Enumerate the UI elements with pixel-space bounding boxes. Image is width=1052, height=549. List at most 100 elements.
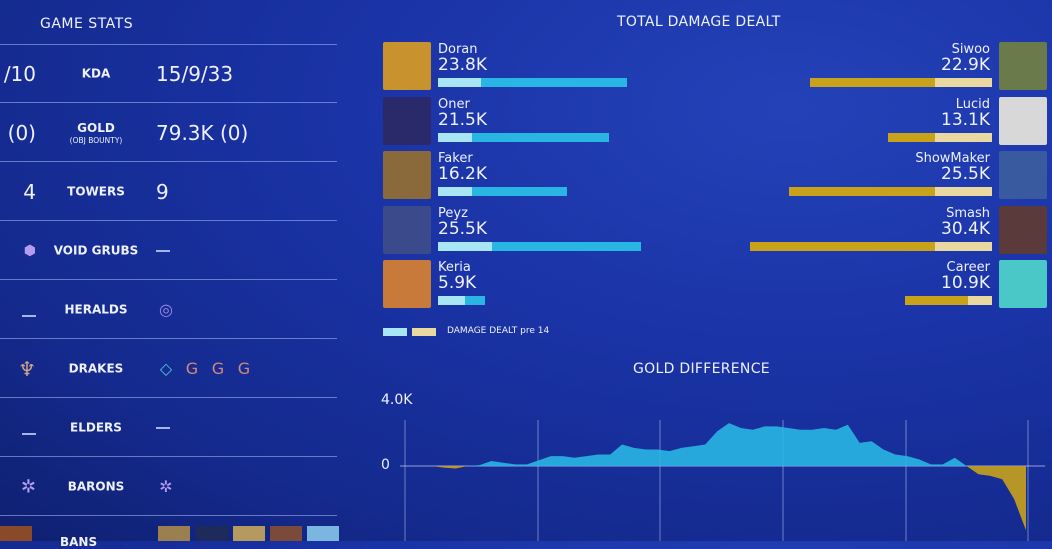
stat-label: BARONS — [67, 479, 125, 493]
player-name: Siwoo — [951, 42, 990, 57]
gold-label: GOLD — [77, 120, 115, 135]
player-damage-blue: Keria 5.9K — [383, 260, 703, 312]
player-damage-red: Siwoo 22.9K — [727, 42, 1047, 94]
damage-bar-total — [438, 241, 641, 251]
dash — [156, 426, 170, 429]
player-name: Doran — [438, 42, 478, 57]
damage-bar — [789, 187, 992, 196]
player-name: Smash — [946, 205, 990, 221]
stat-label: VOID GRUBS — [53, 243, 139, 257]
player-damage-red: Smash 30.4K — [727, 205, 1047, 258]
damage-bar — [809, 78, 992, 87]
damage-bar — [750, 241, 992, 251]
player-name: Lucid — [955, 96, 990, 112]
damage-bar-pre14 — [934, 241, 992, 251]
damage-bar-pre14 — [438, 78, 481, 87]
y-tick-label: 4.0K — [381, 392, 413, 408]
stat-label: KDA — [81, 66, 111, 80]
champion-portrait — [383, 42, 431, 90]
damage-bar — [438, 78, 628, 87]
left-value: 4 — [23, 179, 36, 204]
player-damage-blue: Peyz 25.5K — [383, 205, 703, 258]
dash — [156, 249, 170, 252]
stat-row-heralds: HERALDS ◎ — [0, 281, 337, 339]
ocean-drake-icon: ◇ — [159, 359, 173, 378]
damage-value: 25.5K — [438, 218, 487, 239]
damage-bar-total — [438, 78, 628, 87]
stat-row-gold: (0) GOLD (OBJ BOUNTY) 79.3K (0) — [0, 104, 337, 162]
damage-bar-pre14 — [438, 132, 473, 142]
champion-portrait — [999, 151, 1047, 199]
right-value: ✲ — [156, 477, 176, 497]
champion-portrait — [383, 260, 431, 308]
stat-row-elders: ELDERS — [0, 399, 337, 457]
champion-portrait — [383, 96, 431, 145]
player-name: ShowMaker — [915, 151, 990, 166]
stat-label: TOWERS — [67, 184, 125, 198]
right-value — [156, 426, 170, 429]
damage-bar-total — [905, 296, 992, 305]
player-name: Peyz — [438, 205, 468, 221]
stat-row-barons: ✲ BARONS ✲ — [0, 458, 337, 516]
damage-bar-pre14 — [934, 132, 992, 142]
baron-icon: ✲ — [20, 476, 36, 497]
damage-value: 23.8K — [438, 55, 487, 75]
stat-label: ELDERS — [70, 420, 122, 434]
champion-portrait — [999, 260, 1047, 308]
damage-value: 13.1K — [941, 109, 990, 130]
right-value: 15/9/33 — [156, 61, 234, 86]
player-damage-blue: Faker 16.2K — [383, 151, 703, 203]
damage-bar — [438, 132, 609, 142]
player-damage-red: Lucid 13.1K — [727, 96, 1047, 149]
damage-value: 16.2K — [438, 164, 487, 184]
damage-bar — [905, 296, 992, 305]
hextech-drake-soul-icon: ♆ — [18, 356, 36, 381]
left-value — [0, 416, 36, 440]
right-value: 9 — [156, 179, 169, 204]
player-damage-red: ShowMaker 25.5K — [727, 151, 1047, 203]
stat-label: HERALDS — [64, 302, 128, 316]
damage-value: 21.5K — [438, 109, 487, 130]
damage-bar-pre14 — [438, 296, 466, 305]
damage-bar — [438, 296, 485, 305]
ban-champion-portrait — [270, 526, 302, 541]
herald-icon: ◎ — [159, 300, 173, 319]
ban-champion-portrait — [158, 526, 190, 541]
infernal-drake-icon: G — [211, 359, 225, 378]
damage-bar — [438, 241, 641, 251]
player-damage-blue: Oner 21.5K — [383, 96, 703, 149]
baron-icon: ✲ — [159, 477, 173, 496]
gold-diff-positive-area — [432, 423, 1026, 466]
left-value: /10 — [3, 61, 36, 86]
damage-bar-pre14 — [438, 241, 493, 251]
infernal-drake-icon: G — [185, 359, 199, 378]
legend-swatch-gold — [412, 328, 436, 336]
champion-portrait — [999, 42, 1047, 90]
damage-value: 30.4K — [941, 218, 990, 239]
infernal-drake-icon: G — [237, 359, 251, 378]
damage-bar-total — [809, 78, 992, 87]
legend-swatch-blue — [383, 328, 407, 336]
player-name: Oner — [438, 96, 470, 112]
damage-value: 22.9K — [941, 55, 990, 75]
right-value: 79.3K (0) — [156, 120, 249, 145]
ban-champion-portrait — [0, 526, 32, 541]
damage-bar-pre14 — [934, 187, 992, 196]
stat-row-void-grubs: ⬢ VOID GRUBS — [0, 222, 337, 280]
damage-bar-total — [438, 132, 609, 142]
game-stats-title: GAME STATS — [40, 16, 134, 32]
damage-bar-total — [750, 241, 992, 251]
damage-value: 5.9K — [438, 273, 477, 293]
damage-title: TOTAL DAMAGE DEALT — [617, 14, 781, 30]
player-damage-blue: Doran 23.8K — [383, 42, 703, 94]
player-name: Faker — [438, 151, 473, 166]
dash — [22, 314, 36, 317]
legend-label: DAMAGE DEALT pre 14 — [447, 326, 550, 336]
champion-portrait — [999, 96, 1047, 145]
damage-bar-total — [438, 187, 567, 196]
damage-bar — [438, 187, 567, 196]
ban-champion-portrait — [196, 526, 228, 541]
damage-bar-pre14 — [438, 187, 473, 196]
champion-portrait — [999, 205, 1047, 254]
